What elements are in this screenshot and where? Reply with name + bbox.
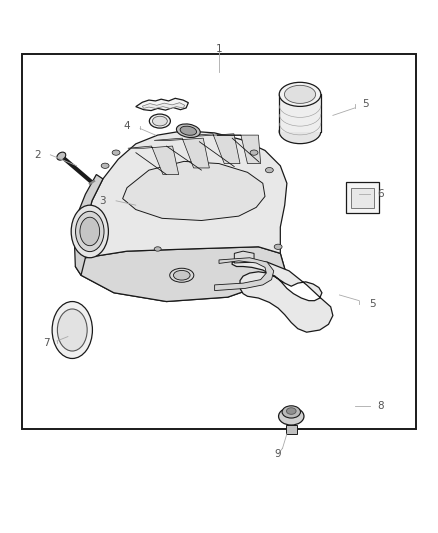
Ellipse shape — [279, 119, 321, 143]
Text: 5: 5 — [369, 298, 376, 309]
Text: 7: 7 — [42, 338, 49, 348]
Ellipse shape — [173, 270, 190, 280]
Text: 2: 2 — [34, 150, 41, 160]
Ellipse shape — [71, 205, 109, 258]
Polygon shape — [351, 188, 374, 208]
Ellipse shape — [282, 406, 300, 418]
Polygon shape — [74, 174, 103, 275]
Polygon shape — [346, 182, 379, 213]
Ellipse shape — [250, 150, 258, 155]
Text: 3: 3 — [99, 196, 106, 206]
Ellipse shape — [154, 247, 161, 251]
Polygon shape — [185, 134, 240, 164]
Text: 8: 8 — [378, 401, 385, 411]
Ellipse shape — [80, 217, 99, 246]
Polygon shape — [215, 258, 274, 290]
Ellipse shape — [112, 150, 120, 155]
Polygon shape — [123, 161, 265, 221]
Ellipse shape — [279, 82, 321, 107]
Polygon shape — [279, 94, 321, 132]
Text: 6: 6 — [378, 189, 385, 199]
Ellipse shape — [101, 163, 109, 168]
Polygon shape — [75, 247, 285, 302]
Ellipse shape — [152, 116, 167, 126]
Ellipse shape — [286, 408, 296, 414]
Polygon shape — [217, 135, 261, 164]
Polygon shape — [142, 103, 185, 108]
Polygon shape — [128, 146, 179, 174]
Ellipse shape — [52, 302, 92, 359]
Text: 5: 5 — [362, 100, 369, 109]
Ellipse shape — [279, 408, 304, 425]
Ellipse shape — [274, 244, 282, 249]
Ellipse shape — [177, 124, 200, 138]
Polygon shape — [154, 138, 209, 168]
Text: 1: 1 — [215, 44, 223, 54]
Polygon shape — [232, 262, 333, 332]
Text: 9: 9 — [275, 449, 282, 459]
Polygon shape — [286, 425, 297, 434]
Bar — [22, 54, 416, 429]
Polygon shape — [85, 131, 287, 258]
Ellipse shape — [57, 152, 66, 160]
Ellipse shape — [170, 268, 194, 282]
Ellipse shape — [75, 211, 104, 252]
Polygon shape — [136, 98, 188, 110]
Polygon shape — [234, 251, 254, 263]
Ellipse shape — [149, 114, 170, 128]
Ellipse shape — [265, 167, 273, 173]
Text: 4: 4 — [124, 122, 131, 131]
Ellipse shape — [284, 85, 316, 103]
Polygon shape — [81, 247, 285, 302]
Ellipse shape — [180, 126, 197, 135]
Ellipse shape — [57, 309, 87, 351]
